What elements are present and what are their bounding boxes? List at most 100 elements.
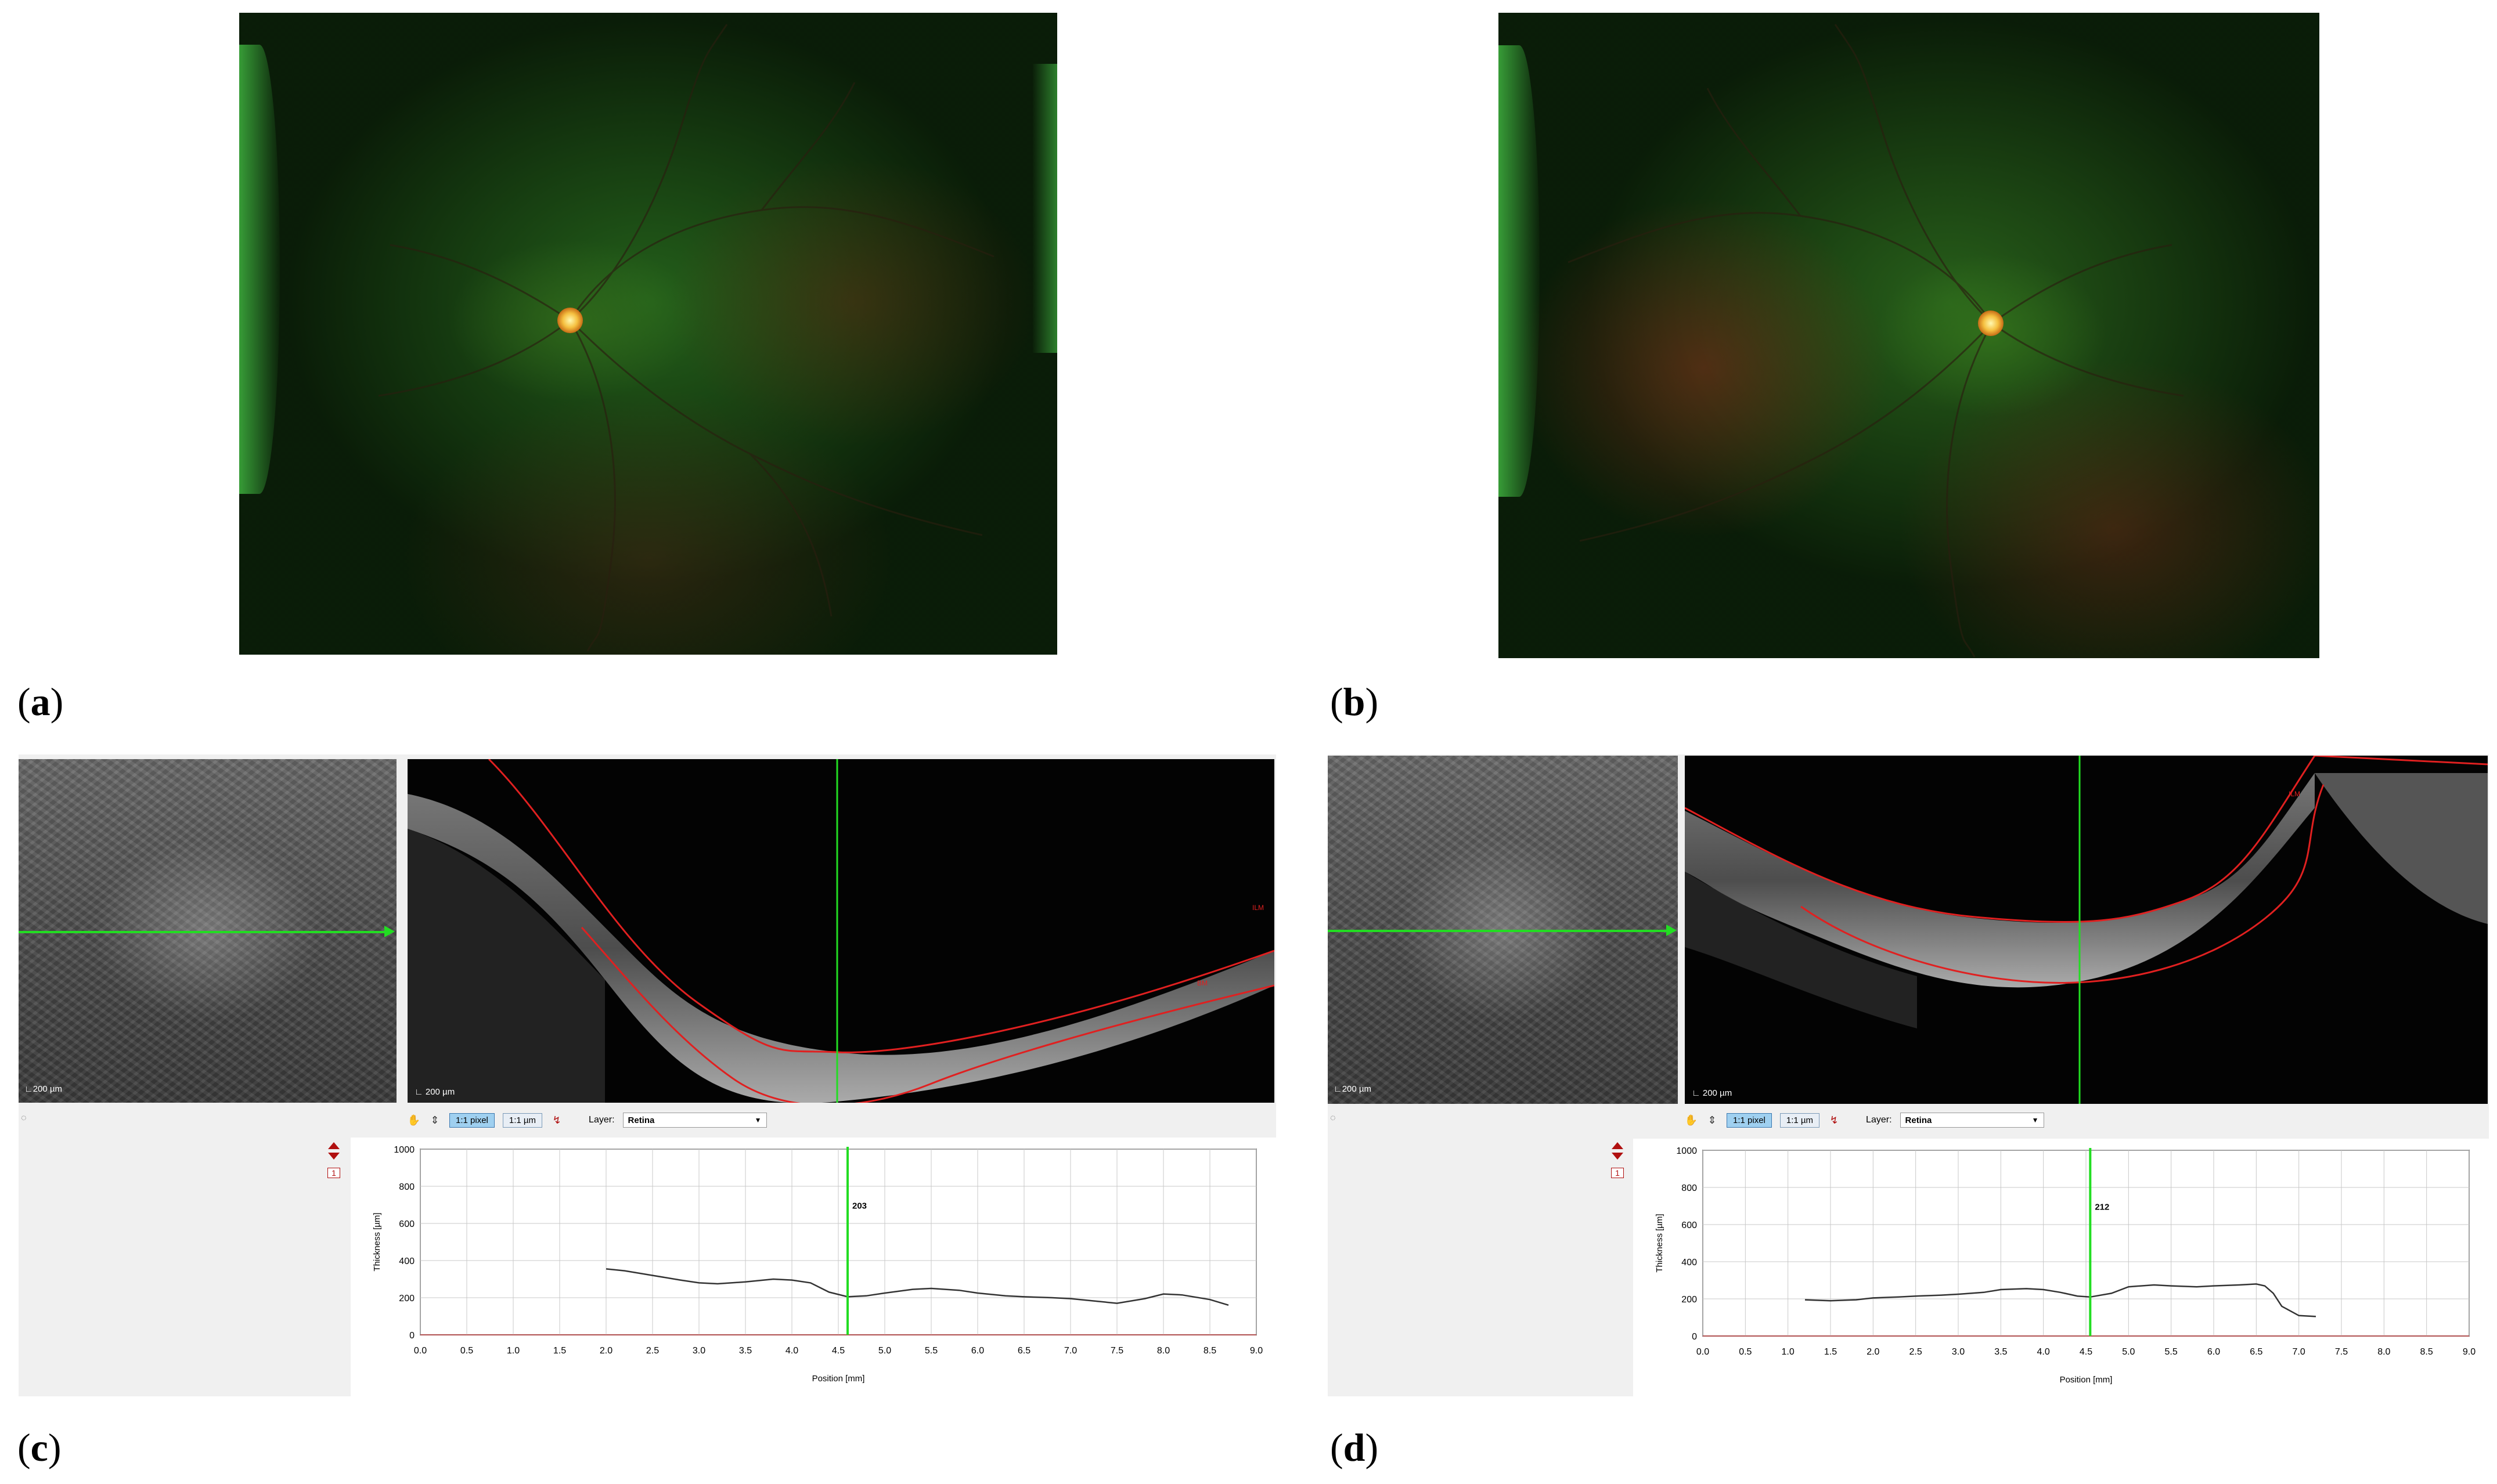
retinal-vessels — [378, 24, 995, 652]
hand-icon[interactable]: ✋ — [1684, 1114, 1698, 1126]
corner-handle-icon[interactable]: ◌ — [21, 1113, 27, 1123]
x-tick-label: 6.0 — [2207, 1347, 2220, 1357]
ilm-segmentation-line — [488, 759, 1274, 1053]
x-tick-label: 1.0 — [507, 1346, 520, 1356]
x-tick-label: 2.0 — [1867, 1347, 1879, 1357]
layer-label: Layer: — [589, 1115, 615, 1125]
peripheral-retina-block — [2315, 773, 2488, 924]
y-axis-label: Thickness [µm] — [1655, 1214, 1664, 1272]
x-tick-label: 4.5 — [2080, 1347, 2092, 1357]
fit-height-icon[interactable]: ⇕ — [1707, 1114, 1717, 1126]
slo-scale-bar: ∟200 µm — [1334, 1084, 1372, 1094]
x-tick-label: 6.5 — [1018, 1346, 1030, 1356]
layer-number-badge[interactable]: 1 — [327, 1168, 340, 1178]
eyelash-artifact-left — [1498, 45, 1540, 497]
ratio-micron-button[interactable]: 1:1 µm — [502, 1113, 543, 1128]
oct-toolbar: ✋ ⇕ 1:1 pixel 1:1 µm ↯ Layer: Retina ▼ — [408, 1107, 767, 1133]
scan-line[interactable] — [1328, 930, 1666, 932]
panel-label-a: (a) — [17, 680, 64, 724]
oct-bscan[interactable]: ∟ 200 µm ILM — [1685, 756, 2488, 1104]
x-tick-label: 9.0 — [2463, 1347, 2476, 1357]
arrow-up-icon[interactable] — [1612, 1142, 1623, 1149]
choroid-shadow — [1685, 872, 1917, 1028]
scan-line[interactable] — [19, 931, 384, 933]
x-tick-label: 5.0 — [878, 1346, 891, 1356]
thickness-chart[interactable]: 0.0 0.5 1.0 1.5 2.0 2.5 3.0 3.5 4.0 4.5 5.0 5.5 6.0 6… — [351, 1138, 1276, 1396]
arrow-up-icon[interactable] — [328, 1142, 340, 1149]
bm-segmentation-line — [1800, 784, 2325, 984]
ratio-micron-button[interactable]: 1:1 µm — [1779, 1113, 1820, 1128]
scan-direction-arrow — [1666, 925, 1677, 936]
y-tick-label: 400 — [1681, 1258, 1697, 1268]
panel-label-b: (b) — [1330, 680, 1379, 724]
retina-layer-band — [408, 794, 1274, 1103]
ratio-pixel-button[interactable]: 1:1 pixel — [449, 1113, 495, 1128]
layer-label: Layer: — [1866, 1115, 1892, 1125]
side-controls: 1 — [1610, 1142, 1625, 1178]
oct-bscan[interactable]: ∟ 200 µm ILM BM — [408, 759, 1274, 1103]
choroid-shadow — [408, 829, 605, 1103]
slo-fundus-image[interactable]: ∟200 µm — [1328, 756, 1678, 1104]
x-tick-label: 6.5 — [2250, 1347, 2262, 1357]
hand-icon[interactable]: ✋ — [407, 1114, 421, 1126]
x-tick-label: 1.0 — [1782, 1347, 1795, 1357]
y-tick-label: 600 — [1681, 1221, 1697, 1230]
thickness-series-line — [606, 1268, 1229, 1306]
thickness-series-line — [1804, 1283, 2316, 1317]
y-tick-label: 400 — [399, 1256, 415, 1266]
x-tick-label: 2.5 — [1909, 1347, 1922, 1357]
bscan-scale-bar: ∟ 200 µm — [415, 1087, 455, 1097]
x-tick-label: 7.5 — [1111, 1346, 1123, 1356]
measure-tool-icon[interactable]: ↯ — [1829, 1114, 1839, 1126]
fundus-background — [1498, 13, 2319, 658]
x-tick-label: 5.0 — [2122, 1347, 2135, 1357]
slo-fundus-image[interactable]: ∟200 µm — [19, 759, 397, 1103]
x-tick-label: 7.0 — [2293, 1347, 2305, 1357]
bscan-scale-bar: ∟ 200 µm — [1692, 1088, 1732, 1098]
bm-label: BM — [1197, 979, 1208, 987]
arrow-down-icon[interactable] — [1612, 1153, 1623, 1160]
x-tick-label: 5.5 — [925, 1346, 938, 1356]
x-tick-label: 8.5 — [1204, 1346, 1216, 1356]
x-tick-label: 2.0 — [600, 1346, 612, 1356]
measure-tool-icon[interactable]: ↯ — [552, 1114, 561, 1126]
x-tick-label: 0.5 — [1739, 1347, 1752, 1357]
x-tick-label: 9.0 — [1250, 1346, 1263, 1356]
thickness-chart[interactable]: 0.0 0.5 1.0 1.5 2.0 2.5 3.0 3.5 4.0 4.5 5.0 5.5 6.0 6… — [1633, 1139, 2489, 1396]
fundus-background — [239, 13, 1057, 655]
cursor-value-label: 212 — [2095, 1202, 2109, 1212]
x-tick-label: 0.5 — [460, 1346, 473, 1356]
layer-select[interactable]: Retina ▼ — [1900, 1113, 2044, 1128]
y-tick-label: 800 — [399, 1182, 415, 1192]
corner-handle-icon[interactable]: ◌ — [1330, 1113, 1336, 1123]
ratio-pixel-button[interactable]: 1:1 pixel — [1727, 1113, 1772, 1128]
thickness-chart-svg: 0.0 0.5 1.0 1.5 2.0 2.5 3.0 3.5 4.0 4.5 5.0 5.5 6.0 6… — [372, 1145, 1263, 1384]
y-axis-label: Thickness [µm] — [372, 1212, 382, 1271]
chevron-down-icon: ▼ — [2031, 1116, 2039, 1124]
layer-select[interactable]: Retina ▼ — [622, 1113, 767, 1128]
x-axis-label: Position [mm] — [2060, 1375, 2113, 1385]
panel-label-c: (c) — [17, 1425, 62, 1469]
x-tick-label: 4.0 — [2037, 1347, 2050, 1357]
layer-number-badge[interactable]: 1 — [1611, 1168, 1624, 1178]
y-tick-label: 1000 — [1676, 1146, 1697, 1156]
x-tick-label: 0.0 — [1696, 1347, 1709, 1357]
x-tick-label: 7.5 — [2335, 1347, 2348, 1357]
x-tick-label: 1.5 — [1824, 1347, 1837, 1357]
panel-label-d: (d) — [1330, 1425, 1379, 1469]
fit-height-icon[interactable]: ⇕ — [430, 1114, 439, 1126]
oct-viewer-d: ∟200 µm ∟ 200 µm ILM ◌ ✋ ⇕ 1:1 pixel 1:1… — [1328, 754, 2489, 1396]
fundus-image-a — [239, 13, 1057, 655]
slo-scale-bar: ∟200 µm — [24, 1084, 63, 1094]
optic-disc — [1978, 310, 2004, 336]
ilm-label: ILM — [2289, 790, 2300, 798]
arrow-down-icon[interactable] — [328, 1153, 340, 1160]
x-axis-label: Position [mm] — [812, 1374, 865, 1384]
y-tick-label: 0 — [409, 1331, 415, 1341]
fundus-image-b — [1498, 13, 2319, 658]
x-tick-label: 8.0 — [2377, 1347, 2390, 1357]
retinal-vessels — [1568, 24, 2184, 658]
oct-viewer-c: ∟200 µm ∟ 200 µm ILM BM ◌ ✋ ⇕ 1:1 pixel … — [19, 754, 1276, 1396]
x-tick-label: 2.5 — [646, 1346, 659, 1356]
x-tick-label: 0.0 — [414, 1346, 427, 1356]
